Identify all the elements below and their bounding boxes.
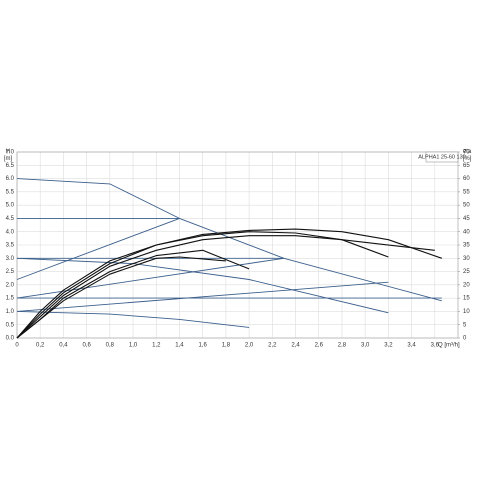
curve bbox=[16, 231, 389, 339]
curve bbox=[16, 281, 389, 312]
x-tick-label: 2,8 bbox=[338, 343, 347, 349]
y2-tick-label: 50 bbox=[463, 203, 470, 209]
curve bbox=[16, 228, 442, 339]
y2-tick-label: 70 bbox=[463, 150, 470, 156]
x-tick-label: 2,2 bbox=[268, 343, 277, 349]
y-tick-label: 2.0 bbox=[6, 282, 15, 288]
y-tick-label: 4.0 bbox=[6, 229, 15, 235]
x-tick-label: 0,2 bbox=[36, 343, 45, 349]
y2-tick-label: 45 bbox=[463, 216, 470, 222]
y2-axis-label: eta [%] bbox=[463, 149, 472, 162]
title-box bbox=[425, 151, 459, 163]
x-tick-label: 0,6 bbox=[82, 343, 91, 349]
y-tick-label: 6.0 bbox=[6, 176, 15, 182]
y-tick-label: 1.5 bbox=[6, 296, 15, 302]
curve bbox=[16, 256, 226, 339]
y-tick-label: 7.0 bbox=[6, 150, 15, 156]
y-tick-label: 3.0 bbox=[6, 256, 15, 262]
x-tick-label: 3,6 bbox=[431, 343, 440, 349]
y-tick-label: 5.5 bbox=[6, 189, 15, 195]
y-axis-label: H [m] bbox=[4, 149, 13, 162]
curve bbox=[16, 235, 435, 339]
x-tick-label: 1,6 bbox=[199, 343, 208, 349]
y2-tick-label: 25 bbox=[463, 269, 470, 275]
x-tick-label: 3,4 bbox=[407, 343, 416, 349]
curve bbox=[16, 310, 250, 328]
x-tick-label: 1,8 bbox=[222, 343, 231, 349]
y2-tick-label: 10 bbox=[463, 309, 470, 315]
y-tick-label: 3.5 bbox=[6, 243, 15, 249]
x-tick-label: 2,0 bbox=[245, 343, 254, 349]
y2-tick-label: 15 bbox=[463, 296, 470, 302]
y2-tick-label: 35 bbox=[463, 243, 470, 249]
curve bbox=[16, 217, 180, 280]
y-tick-label: 4.5 bbox=[6, 216, 15, 222]
y2-tick-label: 30 bbox=[463, 256, 470, 262]
y-tick-label: 0.5 bbox=[6, 322, 15, 328]
y2-tick-label: 40 bbox=[463, 229, 470, 235]
y-tick-label: 6.5 bbox=[6, 163, 15, 169]
y2-tick-label: 60 bbox=[463, 176, 470, 182]
y2-tick-label: 20 bbox=[463, 282, 470, 288]
y-tick-label: 0.0 bbox=[6, 336, 15, 342]
plot-frame bbox=[16, 151, 459, 339]
x-tick-label: 0,8 bbox=[106, 343, 115, 349]
y-tick-label: 2.5 bbox=[6, 269, 15, 275]
x-tick-label: 1,4 bbox=[175, 343, 184, 349]
curve bbox=[16, 257, 389, 314]
x-axis-label: Q [m³/h] bbox=[438, 343, 460, 349]
y2-tick-label: 5 bbox=[463, 322, 467, 328]
x-tick-label: 3,0 bbox=[361, 343, 370, 349]
x-tick-label: 3,2 bbox=[384, 343, 393, 349]
x-tick-label: 2,6 bbox=[315, 343, 324, 349]
x-tick-label: 1,2 bbox=[152, 343, 161, 349]
x-tick-label: 0,4 bbox=[59, 343, 68, 349]
x-tick-label: 1,0 bbox=[129, 343, 138, 349]
y-tick-label: 1.0 bbox=[6, 309, 15, 315]
y-tick-label: 5.0 bbox=[6, 203, 15, 209]
y2-tick-label: 65 bbox=[463, 163, 470, 169]
chart-title: ALPHA1 25-60 130 bbox=[418, 154, 465, 160]
x-tick-label: 2,4 bbox=[291, 343, 300, 349]
y2-tick-label: 0 bbox=[463, 336, 467, 342]
y2-tick-label: 55 bbox=[463, 189, 470, 195]
x-tick-label: 0 bbox=[15, 343, 19, 349]
